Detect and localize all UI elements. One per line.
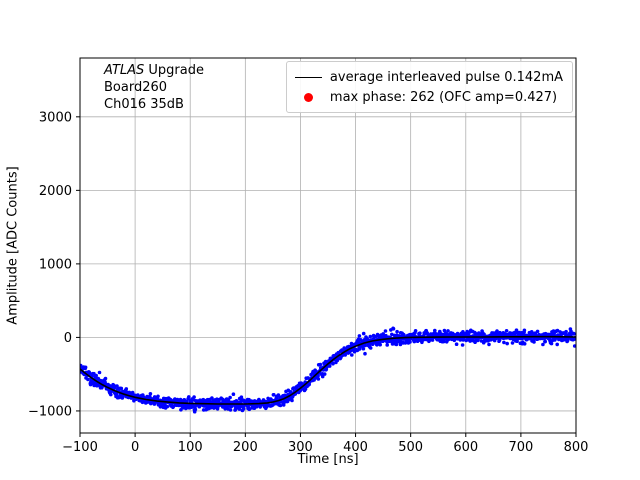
x-tick-label: 400: [343, 440, 368, 455]
annotation-line-3: Ch016 35dB: [104, 97, 184, 112]
y-tick-label: −1000: [28, 404, 72, 419]
x-tick-label: 100: [178, 440, 203, 455]
average-pulse-line: [80, 335, 576, 405]
legend-line-swatch: [294, 76, 322, 78]
max-phase-dot-icon: [303, 92, 313, 102]
annotation-line-2: Board260: [104, 80, 168, 95]
average-line-icon: [294, 76, 322, 78]
annotation: ATLAS Upgrade Board260 Ch016 35dB: [104, 62, 204, 113]
x-tick-label: 300: [288, 440, 313, 455]
x-tick-label: 0: [131, 440, 139, 455]
legend-entry-max-phase: max phase: 262 (OFC amp=0.427): [295, 87, 563, 107]
x-axis-label: Time [ns]: [297, 452, 359, 467]
axes-frame: [79, 57, 577, 434]
legend-label-average: average interleaved pulse 0.142mA: [329, 69, 563, 85]
x-tick-label: 700: [508, 440, 533, 455]
y-tick-label: 2000: [39, 184, 72, 199]
y-tick-label: 0: [64, 331, 72, 346]
y-tick-label: 3000: [39, 110, 72, 125]
annotation-upgrade: Upgrade: [144, 63, 204, 78]
x-tick-label: −100: [62, 440, 98, 455]
annotation-atlas: ATLAS: [104, 63, 145, 78]
annotation-line-1: ATLAS Upgrade: [104, 62, 204, 79]
y-axis-label: Amplitude [ADC Counts]: [5, 166, 21, 325]
x-tick-label: 600: [453, 440, 478, 455]
x-tick-label: 200: [233, 440, 258, 455]
legend: average interleaved pulse 0.142mA max ph…: [285, 61, 573, 113]
legend-label-max-phase: max phase: 262 (OFC amp=0.427): [329, 89, 558, 105]
x-tick-label: 800: [564, 440, 589, 455]
legend-entry-average: average interleaved pulse 0.142mA: [294, 67, 563, 87]
legend-dot-swatch: [295, 92, 322, 102]
x-tick-label: 500: [398, 440, 423, 455]
y-tick-label: 1000: [39, 257, 72, 272]
